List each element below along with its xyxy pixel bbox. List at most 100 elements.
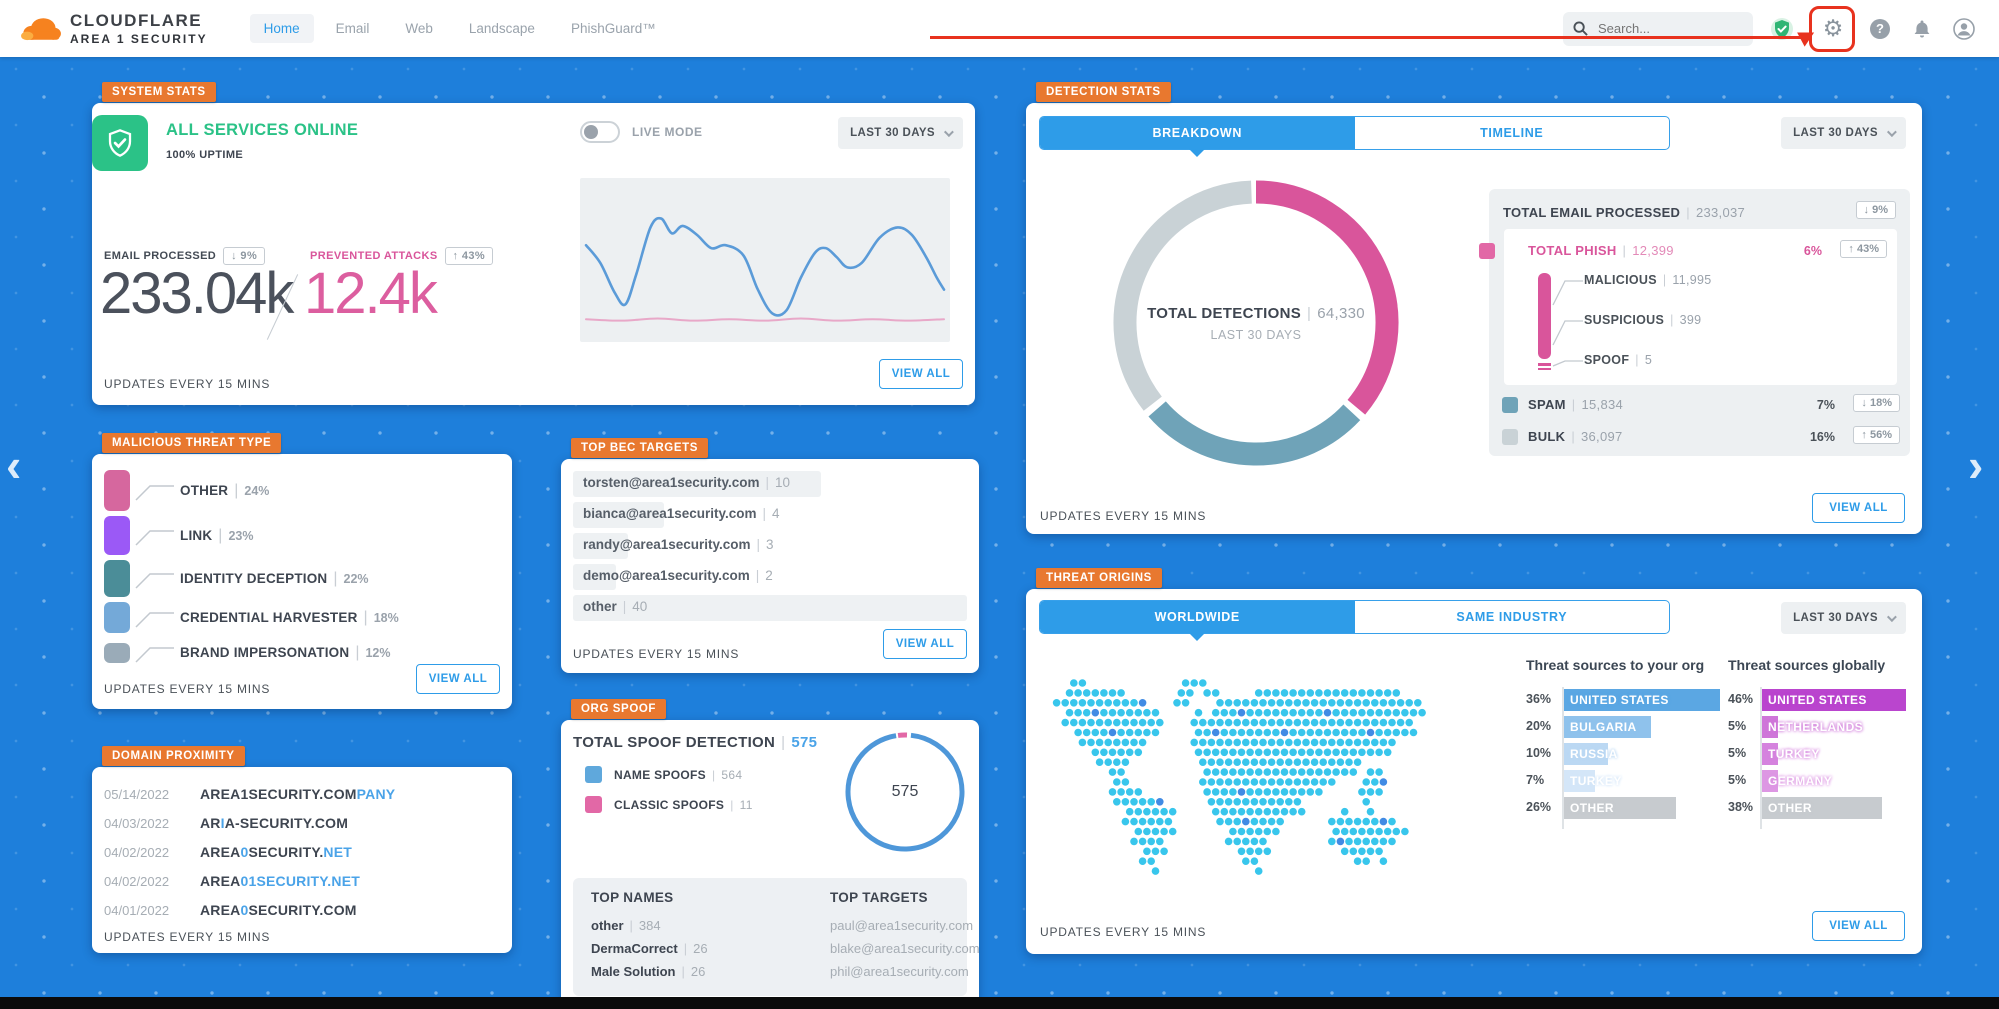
detection-breakdown-panel: TOTAL EMAIL PROCESSED | 233,037 ↓ 9% TOTAL… xyxy=(1479,189,1910,456)
live-mode-toggle[interactable] xyxy=(580,121,620,143)
domain-proximity-card: DOMAIN PROXIMITY 05/14/2022 AREA1SECURITY… xyxy=(92,746,512,953)
search-box[interactable] xyxy=(1563,11,1753,46)
notifications-button[interactable] xyxy=(1909,16,1935,42)
detections-donut-chart xyxy=(1113,180,1399,466)
origin-pct: 46% xyxy=(1728,692,1754,706)
domain-row[interactable]: 04/01/2022 AREA0SECURITY.COM xyxy=(104,899,357,921)
bec-target-row: other | 40 xyxy=(573,595,967,621)
carousel-right-chevron[interactable]: › xyxy=(1968,439,1984,491)
status-shield-tile xyxy=(92,115,148,171)
phish-delta-badge: ↑ 43% xyxy=(1840,240,1887,258)
detection-tabbar: BREAKDOWN TIMELINE xyxy=(1039,116,1670,157)
nav-item-email[interactable]: Email xyxy=(335,21,370,36)
email-processed-label: EMAIL PROCESSED ↓ 9% xyxy=(104,247,266,265)
origin-pct: 20% xyxy=(1526,719,1552,733)
card-tag: MALICIOUS THREAT TYPE xyxy=(102,433,282,453)
origin-bar: OTHER xyxy=(1762,797,1882,819)
range-dropdown[interactable]: LAST 30 DAYS xyxy=(838,117,963,149)
domain-date: 04/03/2022 xyxy=(104,815,170,831)
threat-type-row: LINK | 23% xyxy=(104,516,253,555)
domain-text: AREA01SECURITY.NET xyxy=(200,873,360,889)
top-names-header: TOP NAMES xyxy=(591,890,674,905)
range-dropdown[interactable]: LAST 30 DAYS xyxy=(1781,117,1906,149)
search-icon xyxy=(1573,21,1588,36)
view-all-button[interactable]: VIEW ALL xyxy=(1812,493,1905,523)
chevron-down-icon xyxy=(1886,611,1897,622)
domain-row[interactable]: 04/02/2022 AREA0SECURITY.NET xyxy=(104,841,352,863)
nav-item-web[interactable]: Web xyxy=(405,21,433,36)
shield-check-icon xyxy=(108,129,132,157)
nav-item-phishguard[interactable]: PhishGuard™ xyxy=(570,21,656,36)
origin-pct: 38% xyxy=(1728,800,1754,814)
tab-same-industry[interactable]: SAME INDUSTRY xyxy=(1456,610,1568,624)
connector-line xyxy=(135,572,174,589)
shield-check-badge[interactable] xyxy=(1769,16,1795,42)
spam-row: SPAM | 15,834 xyxy=(1528,397,1624,412)
origin-bar: BULGARIA xyxy=(1564,716,1651,738)
view-all-button[interactable]: VIEW ALL xyxy=(1812,911,1905,941)
primary-nav: Home Email Web Landscape PhishGuard™ xyxy=(249,14,670,43)
search-input[interactable] xyxy=(1596,20,1726,37)
card-tag: SYSTEM STATS xyxy=(102,82,216,102)
origins-tabbar: WORLDWIDE SAME INDUSTRY xyxy=(1039,600,1670,641)
legend-name-spoofs: NAME SPOOFS | 564 xyxy=(585,766,742,783)
bec-bar xyxy=(573,595,967,621)
tab-breakdown[interactable]: BREAKDOWN xyxy=(1040,117,1355,157)
origin-pct: 5% xyxy=(1728,746,1747,760)
carousel-left-chevron[interactable]: ‹ xyxy=(6,439,22,491)
top-names-targets-panel: TOP NAMES TOP TARGETS other | 384 paul@area… xyxy=(573,878,980,996)
user-profile-button[interactable] xyxy=(1951,16,1977,42)
help-icon: ? xyxy=(1870,18,1890,39)
tab-timeline[interactable]: TIMELINE xyxy=(1480,126,1544,140)
chevron-down-icon xyxy=(943,126,954,137)
top-target-row: blake@area1security.com xyxy=(830,941,980,956)
phish-breakdown-box: TOTAL PHISH | 12,399 6% ↑ 43% MALICIOUS | 11… xyxy=(1479,229,1897,385)
system-stats-card: SYSTEM STATS ALL SERVICES ONLINE 100% UP… xyxy=(92,82,975,405)
help-button[interactable]: ? xyxy=(1867,16,1893,42)
top-name-row: other | 384 xyxy=(591,918,661,933)
view-all-button[interactable]: VIEW ALL xyxy=(879,359,963,389)
threat-origins-card: THREAT ORIGINS WORLDWIDE SAME INDUSTRY L… xyxy=(1026,568,1922,954)
bec-target-row: bianca@area1security.com | 4 xyxy=(573,502,967,528)
brand-name: CLOUDFLARE xyxy=(70,11,203,30)
origin-bar: NETHERLANDS xyxy=(1762,716,1863,738)
legend-swatch xyxy=(585,766,602,783)
threat-type-label: LINK | 23% xyxy=(180,526,254,544)
view-all-button[interactable]: VIEW ALL xyxy=(883,629,967,659)
card-tag: THREAT ORIGINS xyxy=(1036,568,1162,588)
threat-type-bar xyxy=(104,516,130,555)
green-shield-check-icon xyxy=(1771,17,1793,40)
domain-date: 04/01/2022 xyxy=(104,902,170,918)
top-name-row: Male Solution | 26 xyxy=(591,964,706,979)
bulk-delta-badge: ↑ 56% xyxy=(1853,426,1900,444)
uptime-text: 100% UPTIME xyxy=(166,149,244,161)
bec-target-text: demo@area1security.com | 2 xyxy=(583,568,773,583)
bec-bar xyxy=(573,471,822,497)
domain-row[interactable]: 04/03/2022 ARIA-SECURITY.COM xyxy=(104,812,348,834)
origin-bar: GERMANY xyxy=(1762,770,1832,792)
domain-row[interactable]: 04/02/2022 AREA01SECURITY.NET xyxy=(104,870,360,892)
bec-target-row: randy@area1security.com | 3 xyxy=(573,533,967,559)
settings-button[interactable]: ⚙ xyxy=(1809,5,1855,52)
annotation-arrow-line xyxy=(930,36,1808,39)
global-sources-header: Threat sources globally xyxy=(1728,657,1886,673)
domain-date: 04/02/2022 xyxy=(104,844,170,860)
domain-row[interactable]: 05/14/2022 AREA1SECURITY.COMPANY xyxy=(104,783,395,805)
nav-item-landscape[interactable]: Landscape xyxy=(468,21,535,36)
updates-note: UPDATES EVERY 15 MINS xyxy=(104,682,271,696)
domain-text: AREA0SECURITY.COM xyxy=(200,902,357,918)
brand-subname: AREA 1 SECURITY xyxy=(70,32,208,46)
bec-bar xyxy=(573,564,617,590)
nav-item-home[interactable]: Home xyxy=(249,14,314,43)
tab-worldwide[interactable]: WORLDWIDE xyxy=(1040,601,1355,641)
cloudflare-logo[interactable]: CLOUDFLARE AREA 1 SECURITY xyxy=(18,12,208,46)
threat-type-label: IDENTITY DECEPTION | 22% xyxy=(180,569,369,587)
card-tag: ORG SPOOF xyxy=(571,699,667,719)
threat-type-bar xyxy=(104,560,130,597)
view-all-button[interactable]: VIEW ALL xyxy=(416,664,500,694)
org-sources-header: Threat sources to your org xyxy=(1526,657,1705,673)
org-spoof-card: ORG SPOOF TOTAL SPOOF DETECTION | 575 NAME… xyxy=(561,699,980,1005)
connector-line xyxy=(135,647,174,663)
range-dropdown[interactable]: LAST 30 DAYS xyxy=(1781,602,1906,634)
